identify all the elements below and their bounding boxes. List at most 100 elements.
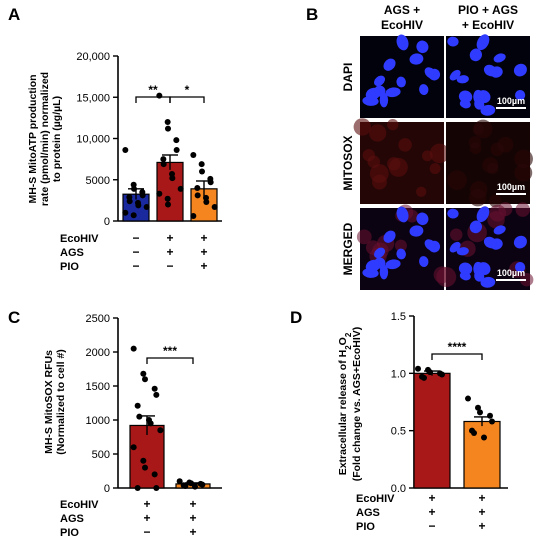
axis-title-line: to protein (µg/µL) bbox=[51, 96, 63, 182]
data-point bbox=[465, 395, 471, 402]
y-tick-label: 0 bbox=[104, 483, 110, 495]
scale-bar-label: 100µm bbox=[497, 268, 525, 278]
data-point bbox=[136, 413, 143, 420]
y-tick-label: 20,000 bbox=[76, 51, 110, 63]
axis-title-part: 2 bbox=[344, 332, 353, 337]
significance-bracket bbox=[135, 96, 171, 103]
data-point bbox=[489, 418, 495, 425]
column-title: AGS + bbox=[384, 3, 420, 17]
nucleus bbox=[456, 75, 469, 84]
mitosox-signal bbox=[473, 119, 493, 139]
nucleus bbox=[396, 76, 406, 88]
factor-sign: + bbox=[189, 525, 196, 539]
data-point bbox=[421, 374, 427, 381]
data-point bbox=[122, 209, 129, 216]
mitosox-signal bbox=[362, 149, 375, 162]
factor-sign: + bbox=[189, 497, 196, 511]
nucleus bbox=[419, 256, 429, 267]
panel-letter-b: B bbox=[306, 5, 318, 24]
factor-sign: − bbox=[132, 231, 139, 245]
axis-title-line: rate (pmol/min) normalized bbox=[39, 72, 51, 206]
mitosox-signal bbox=[489, 194, 502, 208]
factor-sign: − bbox=[166, 259, 173, 273]
data-point bbox=[153, 485, 160, 491]
row-label: DAPI bbox=[341, 63, 355, 92]
mitosox-signal bbox=[498, 202, 513, 217]
nucleus bbox=[474, 270, 485, 282]
row-label: MITOSOX bbox=[341, 135, 355, 190]
data-point bbox=[156, 190, 163, 197]
nucleus bbox=[396, 34, 409, 51]
mitosox-signal bbox=[398, 138, 412, 152]
nucleus bbox=[409, 53, 424, 65]
nucleus bbox=[476, 206, 490, 223]
data-point bbox=[131, 185, 137, 192]
y-tick-label: 0 bbox=[104, 216, 110, 228]
data-point bbox=[134, 485, 141, 491]
data-point bbox=[481, 434, 487, 441]
data-point bbox=[130, 345, 137, 352]
mitosox-signal bbox=[514, 149, 533, 169]
data-point bbox=[211, 203, 218, 210]
data-point bbox=[130, 444, 137, 451]
factor-label: AGS bbox=[356, 507, 380, 519]
bar bbox=[413, 372, 451, 489]
factor-label: PIO bbox=[356, 521, 375, 533]
data-point bbox=[164, 119, 171, 125]
nucleus bbox=[385, 259, 401, 270]
mitosox-signal bbox=[387, 118, 399, 131]
data-point bbox=[427, 369, 433, 376]
row-label: MERGED bbox=[341, 222, 355, 275]
significance-bracket bbox=[146, 357, 194, 364]
nucleus bbox=[379, 264, 389, 280]
axis-title-line: MH-S MitoSOX RFUs bbox=[43, 350, 55, 454]
nucleus bbox=[458, 90, 473, 103]
mitosox-signal bbox=[388, 157, 408, 177]
y-tick-label: 1000 bbox=[86, 415, 110, 427]
y-axis-title: MH-S MitoSOX RFUs(Normalized to cell #) bbox=[43, 349, 67, 455]
panel-letter-c: C bbox=[8, 308, 20, 327]
data-point bbox=[130, 212, 137, 219]
data-point bbox=[177, 185, 184, 192]
factor-label: PIO bbox=[60, 261, 79, 273]
factor-sign: + bbox=[166, 231, 173, 245]
factor-sign: + bbox=[478, 491, 485, 505]
data-point bbox=[143, 203, 150, 210]
data-point bbox=[199, 168, 205, 175]
factor-label: AGS bbox=[60, 513, 84, 525]
mitosox-signal bbox=[394, 239, 407, 252]
data-point bbox=[487, 412, 493, 419]
mitosox-signal bbox=[487, 211, 505, 229]
panel-letter-a: A bbox=[8, 5, 20, 24]
y-axis-title: Extracellular release of H2O2(Fold chang… bbox=[337, 327, 363, 482]
axis-title-line: (Fold change vs. AGS+EcoHIV) bbox=[351, 327, 363, 482]
mitosox-signal bbox=[490, 142, 504, 157]
y-tick-label: 1500 bbox=[86, 381, 110, 393]
data-point bbox=[173, 147, 180, 154]
y-tick-label: 5000 bbox=[86, 175, 110, 187]
y-tick-label: 10,000 bbox=[76, 134, 110, 146]
mitosox-signal bbox=[436, 267, 457, 287]
nucleus bbox=[483, 236, 497, 249]
nucleus bbox=[383, 58, 396, 71]
data-point bbox=[477, 409, 483, 416]
data-point bbox=[160, 156, 167, 163]
data-point bbox=[140, 370, 147, 377]
factor-sign: + bbox=[189, 511, 196, 525]
data-point bbox=[194, 185, 201, 191]
factor-label: PIO bbox=[60, 527, 79, 539]
data-point bbox=[169, 175, 176, 182]
factor-sign: + bbox=[200, 245, 207, 259]
factor-sign: + bbox=[478, 505, 485, 519]
data-point bbox=[139, 192, 146, 199]
data-point bbox=[190, 213, 197, 220]
nucleus bbox=[474, 98, 485, 110]
factor-sign: + bbox=[200, 259, 207, 273]
data-point bbox=[142, 376, 148, 383]
panel-b-micrographs: AGS +EcoHIV PIO + AGS+ EcoHIV DAPI MITOSOX M… bbox=[341, 3, 534, 290]
data-point bbox=[475, 404, 481, 411]
mitosox-signal bbox=[429, 143, 450, 164]
panel-letter-d: D bbox=[290, 308, 302, 327]
